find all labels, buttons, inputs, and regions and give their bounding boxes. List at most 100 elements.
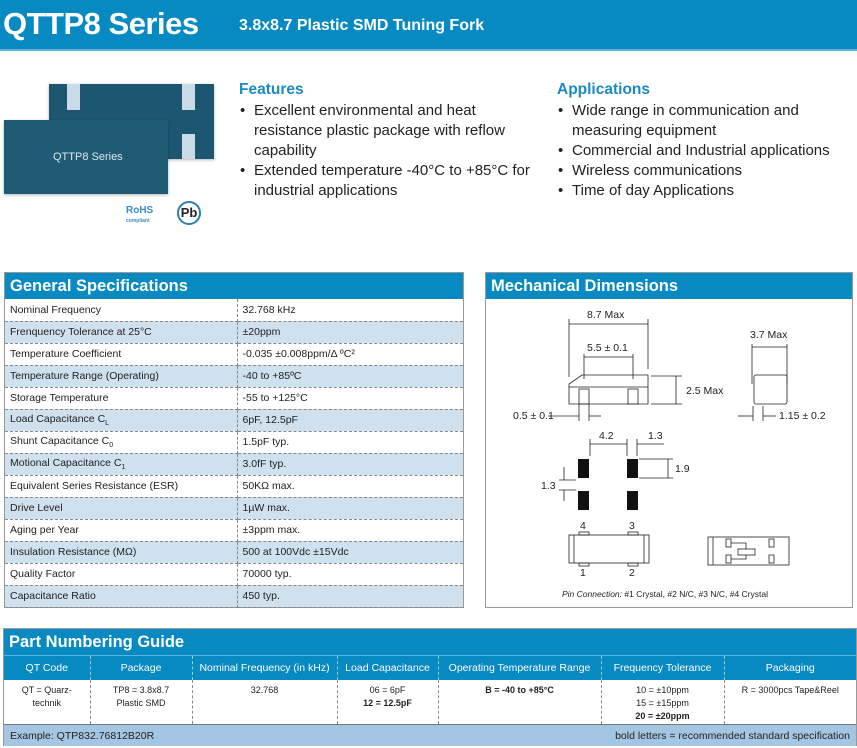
pin-connection-text: #1 Crystal, #2 N/C, #3 N/C, #4 Crystal xyxy=(624,589,768,599)
spec-row: Shunt Capacitance C0 1.5pF typ. xyxy=(5,431,463,454)
spec-value: 3.0fF typ. xyxy=(237,453,463,476)
application-item: Time of day Applications xyxy=(557,181,852,201)
feature-item: Excellent environmental and heat resista… xyxy=(239,101,539,161)
col-header: Load Capacitance xyxy=(337,655,439,680)
spec-label: Nominal Frequency xyxy=(5,299,238,322)
spec-value: 50KΩ max. xyxy=(237,475,463,498)
dim-pad-pitch: 5.5 ± 0.1 xyxy=(587,342,628,354)
spec-row: Drive Level 1µW max. xyxy=(5,497,463,520)
spec-row: Frenquency Tolerance at 25°C ±20ppm xyxy=(5,321,463,344)
spec-label: Equivalent Series Resistance (ESR) xyxy=(5,475,238,498)
general-specifications: General Specifications Nominal Frequency… xyxy=(4,272,464,608)
specs-title: General Specifications xyxy=(5,273,463,299)
spec-value: -40 to +85ºC xyxy=(237,365,463,388)
example-text: Example: QTP832.76812B20R xyxy=(10,729,155,742)
svg-text:Pin Connection: #1 Crystal, #2: Pin Connection: #1 Crystal, #2 N/C, #3 N… xyxy=(562,589,768,599)
spec-value: 1µW max. xyxy=(237,497,463,520)
chip-label: QTTP8 Series xyxy=(53,151,123,163)
mechanical-drawing: 8.7 Max 5.5 ± 0.1 2.5 Max 3.7 Max 0.5 ± … xyxy=(513,309,826,599)
dim-side-pad: 1.15 ± 0.2 xyxy=(779,410,826,422)
application-item: Wide range in communication and measurin… xyxy=(557,101,852,141)
dim-length: 8.7 Max xyxy=(587,309,625,321)
pin-3: 3 xyxy=(629,520,635,532)
spec-label: Storage Temperature xyxy=(5,387,238,410)
spec-label: Capacitance Ratio xyxy=(5,585,238,608)
cell-load: 06 = 6pF 12 = 12.5pF xyxy=(337,679,439,724)
page-title: QTTP8 Series xyxy=(3,6,199,41)
spec-label: Insulation Resistance (MΩ) xyxy=(5,541,238,564)
part-numbering-footer: Example: QTP832.76812B20R bold letters =… xyxy=(4,723,856,746)
lead-free-logo: Pb xyxy=(177,201,201,225)
cell-qt-code: QT = Quarz-technik xyxy=(4,679,91,724)
spec-row: Load Capacitance CL 6pF, 12.5pF xyxy=(5,409,463,432)
col-header: Nominal Frequency (in kHz) xyxy=(192,655,338,680)
spec-label: Motional Capacitance C1 xyxy=(5,453,238,476)
dim-pad-width: 0.5 ± 0.1 xyxy=(513,410,554,422)
cell-packaging: R = 3000pcs Tape&Reel xyxy=(741,684,839,695)
dim-land-vgap: 1.3 xyxy=(541,480,556,492)
spec-label: Aging per Year xyxy=(5,519,238,542)
spec-label: Temperature Range (Operating) xyxy=(5,365,238,388)
cell-package: TP8 = 3.8x8.7 Plastic SMD xyxy=(90,679,193,724)
page-subtitle: 3.8x8.7 Plastic SMD Tuning Fork xyxy=(239,17,485,34)
spec-value: -0.035 ±0.008ppm/Δ ºC² xyxy=(237,343,463,366)
bold-note: bold letters = recommended standard spec… xyxy=(615,729,850,742)
pin-4: 4 xyxy=(580,520,586,532)
spec-value: 450 typ. xyxy=(237,585,463,608)
spec-label: Frenquency Tolerance at 25°C xyxy=(5,321,238,344)
feature-item: Extended temperature -40°C to +85°C for … xyxy=(239,161,539,201)
spec-value: -55 to +125°C xyxy=(237,387,463,410)
features-title: Features xyxy=(239,81,304,98)
application-item: Commercial and Industrial applications xyxy=(557,141,852,161)
spec-row: Capacitance Ratio 450 typ. xyxy=(5,585,463,608)
part-numbering-title: Part Numbering Guide xyxy=(4,629,856,655)
dim-width: 3.7 Max xyxy=(750,329,788,341)
spec-label: Temperature Coefficient xyxy=(5,343,238,366)
dim-land-height: 1.9 xyxy=(675,463,690,475)
spec-row: Motional Capacitance C1 3.0fF typ. xyxy=(5,453,463,476)
spec-value: 1.5pF typ. xyxy=(237,431,463,454)
col-header: Operating Temperature Range xyxy=(438,655,602,680)
spec-row: Temperature Range (Operating) -40 to +85º… xyxy=(5,365,463,388)
mechanical-dimensions: Mechanical Dimensions 8.7 Max 5.5 ± 0.1 … xyxy=(485,272,853,608)
spec-row: Quality Factor 70000 typ. xyxy=(5,563,463,586)
spec-value: ±3ppm max. xyxy=(237,519,463,542)
part-numbering-table: QT Code Package Nominal Frequency (in kH… xyxy=(4,655,856,724)
product-image: QTTP8 Series RoHS compliant Pb xyxy=(4,84,216,234)
spec-row: Insulation Resistance (MΩ) 500 at 100Vdc … xyxy=(5,541,463,564)
spec-row: Nominal Frequency 32.768 kHz xyxy=(5,299,463,322)
features-section: Features Excellent environmental and hea… xyxy=(239,80,539,201)
spec-value: 32.768 kHz xyxy=(237,299,463,322)
applications-title: Applications xyxy=(557,81,651,98)
spec-value: 70000 typ. xyxy=(237,563,463,586)
pin-connection-label: Pin Connection: xyxy=(562,589,623,599)
specs-table: Nominal Frequency 32.768 kHz Frenquency To… xyxy=(5,299,463,608)
col-header: Packaging xyxy=(724,655,856,680)
dim-land-gap: 4.2 xyxy=(599,430,614,442)
spec-value: 500 at 100Vdc ±15Vdc xyxy=(237,541,463,564)
spec-label: Drive Level xyxy=(5,497,238,520)
spec-row: Temperature Coefficient -0.035 ±0.008ppm/… xyxy=(5,343,463,366)
land-pattern xyxy=(578,459,638,510)
col-header: Frequency Tolerance xyxy=(601,655,725,680)
cell-temp: B = -40 to +85°C xyxy=(438,679,602,724)
applications-section: Applications Wide range in communication… xyxy=(557,80,852,201)
col-header: Package xyxy=(90,655,193,680)
application-item: Wireless communications xyxy=(557,161,852,181)
spec-value: ±20ppm xyxy=(237,321,463,344)
col-header: QT Code xyxy=(4,655,91,680)
spec-label: Shunt Capacitance C0 xyxy=(5,431,238,454)
part-numbering-guide: Part Numbering Guide QT Code Package Nom… xyxy=(3,628,857,746)
cell-tolerance: 10 = ±10ppm 15 = ±15ppm 20 = ±20ppm xyxy=(601,679,725,724)
spec-label: Load Capacitance CL xyxy=(5,409,238,432)
header-bar: QTTP8 Series 3.8x8.7 Plastic SMD Tuning … xyxy=(0,0,857,51)
rohs-logo: RoHS compliant xyxy=(126,205,154,225)
dim-land-width: 1.3 xyxy=(648,430,663,442)
spec-row: Equivalent Series Resistance (ESR) 50KΩ m… xyxy=(5,475,463,498)
spec-value: 6pF, 12.5pF xyxy=(237,409,463,432)
mechanical-title: Mechanical Dimensions xyxy=(486,273,852,299)
pin-1: 1 xyxy=(580,567,586,579)
spec-label: Quality Factor xyxy=(5,563,238,586)
pin-2: 2 xyxy=(629,567,635,579)
dim-height: 2.5 Max xyxy=(686,385,724,397)
